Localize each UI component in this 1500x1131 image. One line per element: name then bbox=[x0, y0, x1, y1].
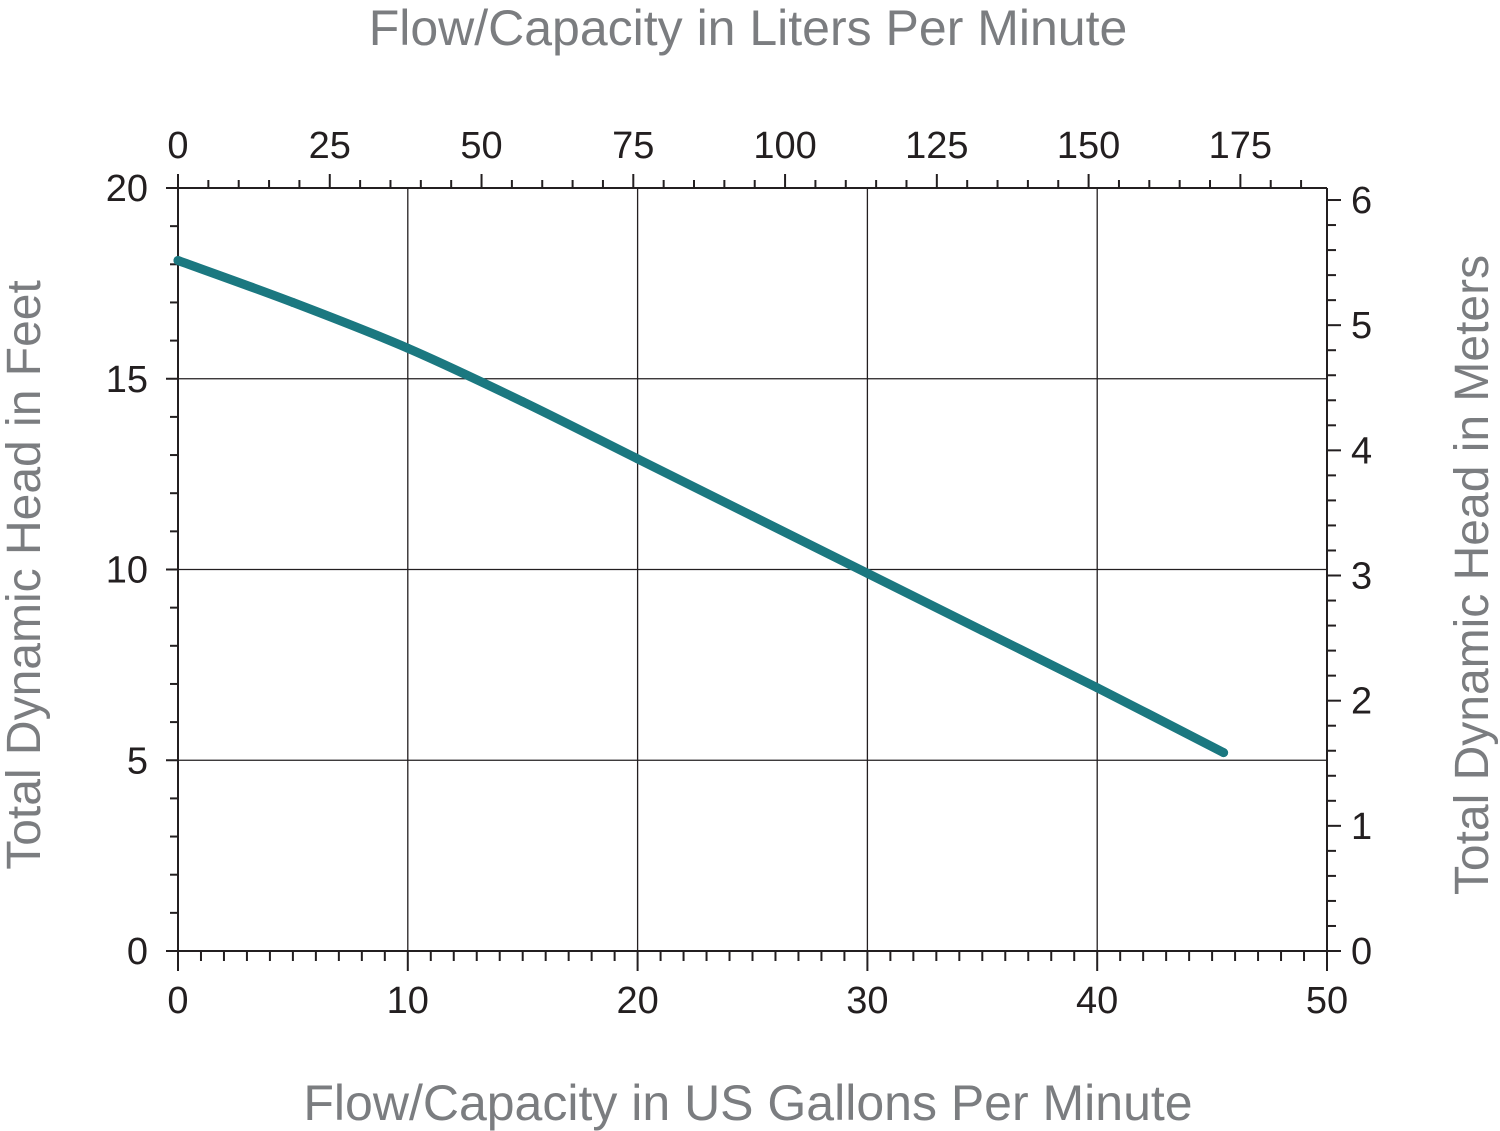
curve-data-point bbox=[633, 454, 643, 464]
y-tick-label: 5 bbox=[127, 740, 148, 782]
y2-tick-label: 5 bbox=[1351, 305, 1372, 347]
y2-tick-label: 3 bbox=[1351, 556, 1372, 598]
y-axis-title: Total Dynamic Head in Feet bbox=[0, 280, 51, 870]
curve-data-point bbox=[518, 397, 528, 407]
y-tick-label: 15 bbox=[106, 359, 148, 401]
x2-tick-label: 150 bbox=[1057, 125, 1120, 167]
y2-axis-title: Total Dynamic Head in Meters bbox=[1446, 255, 1499, 895]
grid-lines bbox=[178, 188, 1327, 951]
y-tick-label: 0 bbox=[127, 931, 148, 973]
curve-data-point bbox=[1219, 748, 1229, 758]
x2-tick-label: 175 bbox=[1209, 125, 1272, 167]
curve-data-point bbox=[173, 255, 183, 265]
curve-data-point bbox=[1092, 683, 1102, 693]
curve-data-point bbox=[288, 297, 298, 307]
x2-tick-label: 25 bbox=[309, 125, 351, 167]
y2-tick-label: 1 bbox=[1351, 806, 1372, 848]
performance-curve bbox=[173, 255, 1229, 758]
curve-data-point bbox=[748, 511, 757, 521]
axis-ticks bbox=[166, 174, 1341, 971]
plot-frame bbox=[177, 187, 1328, 952]
y2-tick-label: 2 bbox=[1351, 681, 1372, 723]
x-axis-title: Flow/Capacity in US Gallons Per Minute bbox=[303, 1075, 1192, 1131]
curve-data-point bbox=[403, 343, 413, 353]
x2-tick-label: 100 bbox=[753, 125, 816, 167]
series-layer bbox=[173, 255, 1229, 758]
x-tick-label: 10 bbox=[387, 980, 429, 1022]
y2-tick-label: 4 bbox=[1351, 430, 1372, 472]
x2-tick-label: 0 bbox=[167, 125, 188, 167]
x-tick-label: 20 bbox=[616, 980, 658, 1022]
x-tick-label: 30 bbox=[846, 980, 888, 1022]
y2-tick-label: 0 bbox=[1351, 931, 1372, 973]
x2-axis-title: Flow/Capacity in Liters Per Minute bbox=[369, 0, 1128, 56]
x2-tick-label: 50 bbox=[460, 125, 502, 167]
curve-data-point bbox=[862, 568, 872, 578]
y-tick-label: 10 bbox=[106, 550, 148, 592]
x2-tick-label: 75 bbox=[612, 125, 654, 167]
y2-tick-label: 6 bbox=[1351, 180, 1372, 222]
x-tick-label: 50 bbox=[1306, 980, 1348, 1022]
x-tick-label: 40 bbox=[1076, 980, 1118, 1022]
y-tick-label: 20 bbox=[106, 168, 148, 210]
curve-data-point bbox=[977, 626, 987, 636]
x2-tick-label: 125 bbox=[905, 125, 968, 167]
x-tick-label: 0 bbox=[167, 980, 188, 1022]
